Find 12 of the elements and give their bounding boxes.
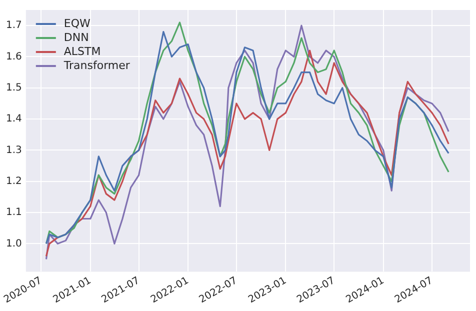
y-tick-label: 1.7 [6, 20, 22, 32]
legend-label: DNN [64, 30, 89, 44]
y-tick-label: 1.6 [6, 51, 22, 62]
y-tick-label: 1.5 [6, 82, 22, 94]
y-tick-label: 1.2 [6, 176, 22, 187]
legend-label: EQW [64, 16, 91, 30]
y-tick-label: 1.0 [6, 238, 22, 250]
y-tick-label: 1.3 [6, 144, 22, 156]
legend-label: Transformer [62, 58, 130, 72]
legend-label: ALSTM [64, 44, 101, 58]
y-tick-label: 1.4 [6, 114, 22, 125]
y-tick-label: 1.1 [6, 207, 22, 218]
